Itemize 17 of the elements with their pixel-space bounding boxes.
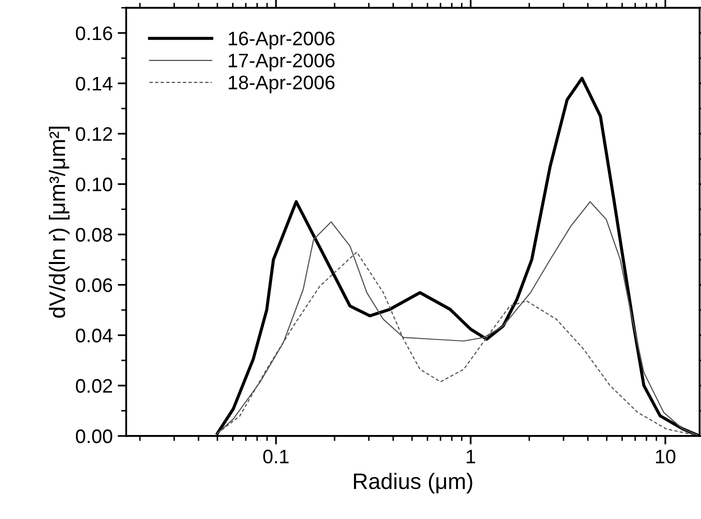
y-tick-label: 0.06 (76, 278, 112, 292)
x-axis-title: Radius (μm) (354, 472, 472, 494)
legend-label: 16-Apr-2006 (228, 32, 335, 50)
y-tick-label: 0.12 (76, 127, 112, 141)
y-tick-label: 0.00 (76, 429, 112, 444)
legend-label: 17-Apr-2006 (228, 54, 335, 72)
x-tick-label: 10 (656, 450, 676, 464)
x-tick-label: 0.1 (263, 450, 289, 464)
y-axis-title: dV/d(ln r) [μm³/μm²] (48, 126, 70, 318)
legend-label: 18-Apr-2006 (228, 76, 335, 94)
y-tick-label: 0.08 (76, 228, 112, 242)
x-tick-label: 1 (466, 450, 476, 464)
y-tick-label: 0.02 (76, 379, 112, 393)
y-tick-label: 0.04 (76, 328, 112, 342)
y-tick-label: 0.10 (76, 178, 112, 192)
y-tick-label: 0.16 (76, 26, 112, 40)
y-tick-label: 0.14 (76, 76, 112, 91)
